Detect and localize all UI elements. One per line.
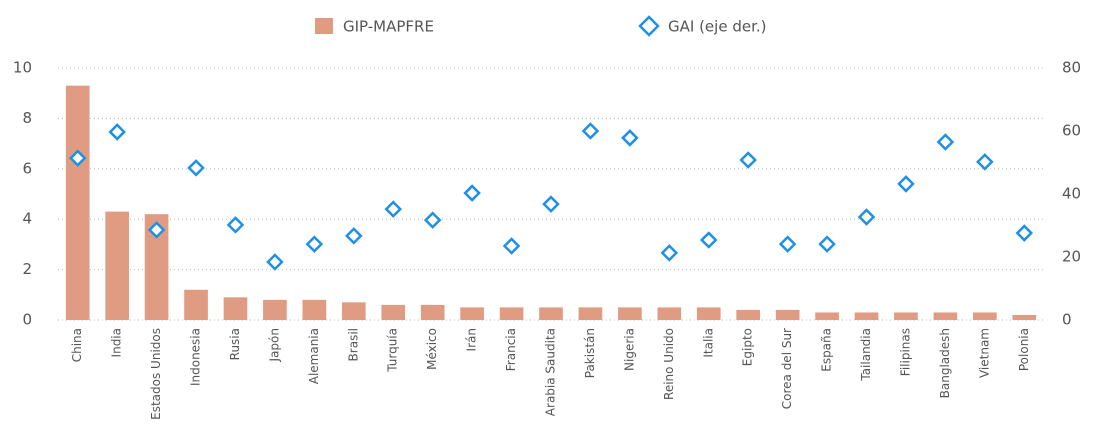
- bar: [420, 304, 445, 320]
- marker: [384, 200, 403, 218]
- x-tick-label: Arabia Saudita: [544, 328, 558, 416]
- bar: [539, 307, 563, 320]
- marker: [1015, 224, 1034, 242]
- x-tick-label: Alemania: [307, 328, 321, 384]
- x-tick-label: Vietnam: [977, 328, 991, 378]
- bar: [460, 307, 484, 320]
- marker: [778, 235, 797, 253]
- marker: [739, 151, 757, 169]
- bar: [815, 312, 839, 320]
- marker: [621, 129, 639, 147]
- marker: [660, 244, 679, 262]
- bar: [105, 211, 129, 320]
- bar: [302, 299, 327, 320]
- marker: [305, 235, 324, 253]
- x-tick-label: Francia: [504, 328, 518, 371]
- marker: [108, 123, 126, 141]
- x-tick-label: Egipto: [741, 328, 755, 366]
- bar: [578, 307, 603, 320]
- bar: [381, 304, 406, 320]
- x-tick-label: India: [110, 328, 124, 357]
- legend-label: GAI (eje der.): [668, 18, 766, 36]
- x-tick-label: Italia: [701, 328, 715, 358]
- marker: [897, 175, 915, 193]
- bar: [696, 307, 721, 320]
- x-tick-label: Rusia: [228, 328, 242, 360]
- marker: [976, 153, 994, 171]
- marker: [423, 211, 442, 229]
- marker: [936, 133, 955, 151]
- x-tick-label: Brasil: [346, 328, 360, 361]
- bar: [65, 85, 90, 320]
- x-tick-label: Japón: [267, 328, 281, 362]
- x-tick-label: Indonesia: [189, 328, 203, 386]
- bar: [223, 297, 248, 320]
- bar: [341, 302, 366, 320]
- marker: [266, 253, 284, 271]
- legend-swatch: [315, 18, 333, 34]
- bar: [775, 309, 800, 320]
- x-tick-label: Bangladesh: [938, 328, 952, 398]
- bar: [184, 289, 208, 320]
- x-tick-label: Filipinas: [898, 328, 912, 376]
- marker: [463, 184, 481, 202]
- y-tick-label: 10: [13, 59, 32, 77]
- x-tick-label: Irán: [465, 328, 479, 351]
- bar: [736, 309, 761, 320]
- bar: [933, 312, 958, 320]
- marker: [542, 195, 560, 213]
- x-tick-label: Pakistán: [583, 328, 597, 378]
- legend-label: GIP-MAPFRE: [343, 18, 434, 36]
- y-tick-label: 8: [22, 109, 32, 127]
- marker: [68, 149, 87, 167]
- y2-tick-label: 40: [1062, 185, 1081, 203]
- marker: [699, 231, 718, 249]
- bar: [144, 214, 169, 320]
- marker: [147, 221, 166, 239]
- marker: [581, 122, 600, 140]
- bar: [263, 299, 287, 320]
- y-tick-label: 0: [22, 311, 32, 329]
- bar: [973, 312, 997, 320]
- y-tick-label: 6: [22, 159, 32, 177]
- y2-tick-label: 0: [1062, 311, 1072, 329]
- marker: [857, 208, 876, 226]
- x-tick-label: Nigeria: [622, 328, 636, 371]
- bar: [1012, 314, 1037, 320]
- x-tick-label: España: [820, 328, 834, 372]
- x-tick-label: Corea del Sur: [780, 328, 794, 409]
- x-tick-label: Tailandia: [859, 328, 873, 382]
- x-tick-label: México: [425, 328, 439, 370]
- y-tick-label: 4: [22, 210, 32, 228]
- legend-swatch: [638, 15, 660, 37]
- bar: [894, 312, 918, 320]
- y2-tick-label: 20: [1062, 248, 1081, 266]
- bar: [854, 312, 879, 320]
- x-tick-label: Reino Unido: [662, 328, 676, 400]
- x-tick-label: Estados Unidos: [149, 328, 163, 420]
- y-tick-label: 2: [22, 260, 32, 278]
- marker: [818, 235, 836, 253]
- x-tick-label: Polonia: [1017, 328, 1031, 371]
- bar: [618, 307, 642, 320]
- y2-tick-label: 80: [1062, 59, 1081, 77]
- marker: [502, 237, 521, 255]
- bar: [657, 307, 682, 320]
- marker: [345, 227, 363, 245]
- marker: [187, 159, 205, 177]
- x-tick-label: Turquía: [386, 328, 400, 373]
- x-tick-label: China: [70, 328, 84, 362]
- bar: [499, 307, 524, 320]
- marker: [226, 216, 245, 234]
- y2-tick-label: 60: [1062, 122, 1081, 140]
